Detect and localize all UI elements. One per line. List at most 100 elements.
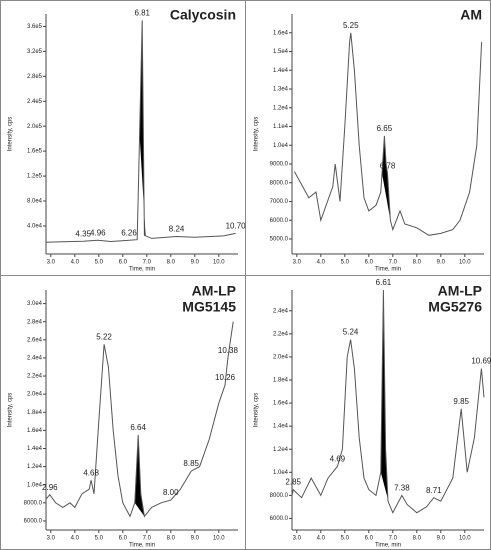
y-tick-label: 6000.0 bbox=[270, 218, 289, 224]
x-tick-label: 5.0 bbox=[341, 536, 350, 542]
y-tick-label: 2.2e4 bbox=[27, 374, 43, 380]
x-tick-label: 7.0 bbox=[389, 260, 398, 266]
y-tick-label: 9000.0 bbox=[270, 162, 289, 168]
x-tick-label: 4.0 bbox=[317, 260, 326, 266]
y-tick-label: 1.6e4 bbox=[273, 30, 289, 36]
peak-label: 8.24 bbox=[169, 225, 185, 234]
y-tick-label: 3.2e5 bbox=[27, 49, 43, 55]
peak-label: 2.96 bbox=[42, 483, 58, 492]
x-tick-label: 7.0 bbox=[143, 260, 152, 266]
y-tick-label: 1.2e5 bbox=[27, 174, 43, 180]
peak-label: 8.85 bbox=[183, 459, 199, 468]
peak-area bbox=[382, 135, 391, 221]
x-tick-label: 10.0 bbox=[213, 260, 225, 266]
peak-label: 6.26 bbox=[121, 228, 137, 237]
x-axis-label: Time, min bbox=[375, 543, 401, 549]
y-axis-label: Intensity, cps bbox=[8, 393, 14, 428]
y-tick-label: 1.8e4 bbox=[273, 378, 289, 384]
chromatogram bbox=[293, 32, 483, 236]
chromatogram bbox=[45, 321, 234, 518]
x-tick-label: 5.0 bbox=[341, 260, 350, 266]
y-tick-label: 8000.0 bbox=[270, 180, 289, 186]
chart-title: AM bbox=[460, 7, 482, 23]
x-axis-label: Time, min bbox=[129, 543, 155, 549]
y-tick-label: 1.0e4 bbox=[273, 470, 289, 476]
x-axis-label: Time, min bbox=[375, 267, 401, 273]
peak-label: 6.65 bbox=[377, 124, 393, 133]
x-tick-label: 9.0 bbox=[191, 260, 200, 266]
x-tick-label: 4.0 bbox=[71, 536, 80, 542]
peak-label: 10.69 bbox=[471, 357, 491, 366]
x-tick-label: 3.0 bbox=[47, 536, 56, 542]
x-tick-label: 7.0 bbox=[143, 536, 152, 542]
y-tick-label: 2.8e4 bbox=[27, 319, 43, 325]
y-tick-label: 1.6e4 bbox=[273, 401, 289, 407]
y-tick-label: 2.2e4 bbox=[273, 331, 289, 337]
x-tick-label: 8.0 bbox=[167, 536, 176, 542]
chart-title: Calycosin bbox=[170, 7, 236, 23]
y-tick-label: 1.2e4 bbox=[273, 105, 289, 111]
y-tick-label: 3.0e4 bbox=[27, 301, 43, 307]
x-tick-label: 3.0 bbox=[293, 536, 302, 542]
x-tick-label: 4.0 bbox=[317, 536, 326, 542]
y-tick-label: 2.4e4 bbox=[27, 356, 43, 362]
x-tick-label: 8.0 bbox=[167, 260, 176, 266]
y-axis-label: Intensity, cps bbox=[8, 117, 14, 152]
y-tick-label: 5000.0 bbox=[270, 237, 289, 243]
x-tick-label: 9.0 bbox=[437, 536, 446, 542]
y-tick-label: 1.3e4 bbox=[273, 87, 289, 93]
y-tick-label: 2.0e5 bbox=[27, 124, 43, 130]
peak-label: 8.00 bbox=[163, 488, 179, 497]
y-tick-label: 1.1e4 bbox=[273, 124, 289, 130]
y-tick-label: 1.4e4 bbox=[27, 446, 43, 452]
y-tick-label: 2.6e4 bbox=[27, 337, 43, 343]
peak-label: 10.38 bbox=[218, 346, 239, 355]
y-tick-label: 1.2e4 bbox=[273, 447, 289, 453]
chart-title: AM-LP bbox=[192, 283, 236, 299]
x-tick-label: 9.0 bbox=[437, 260, 446, 266]
x-tick-label: 6.0 bbox=[365, 260, 374, 266]
x-tick-label: 3.0 bbox=[47, 260, 56, 266]
y-tick-label: 1.5e4 bbox=[273, 49, 289, 55]
y-tick-label: 6000.0 bbox=[270, 516, 289, 522]
y-tick-label: 2.4e4 bbox=[273, 308, 289, 314]
x-tick-label: 6.0 bbox=[365, 536, 374, 542]
y-tick-label: 4.0e4 bbox=[27, 224, 43, 230]
y-tick-label: 3.6e5 bbox=[27, 24, 43, 30]
peak-label: 6.61 bbox=[376, 278, 392, 287]
x-tick-label: 8.0 bbox=[413, 260, 422, 266]
x-tick-label: 8.0 bbox=[413, 536, 422, 542]
peak-label: 4.69 bbox=[330, 455, 346, 464]
peak-label: 2.85 bbox=[285, 478, 301, 487]
y-tick-label: 1.4e4 bbox=[273, 424, 289, 430]
x-tick-label: 3.0 bbox=[293, 260, 302, 266]
x-tick-label: 5.0 bbox=[95, 260, 104, 266]
x-tick-label: 5.0 bbox=[95, 536, 104, 542]
y-tick-label: 2.4e5 bbox=[27, 99, 43, 105]
y-tick-label: 1.6e5 bbox=[27, 149, 43, 155]
peak-label: 6.64 bbox=[130, 423, 146, 432]
y-tick-label: 1.8e4 bbox=[27, 410, 43, 416]
x-tick-label: 10.0 bbox=[213, 536, 225, 542]
chart-title: AM-LP bbox=[438, 283, 482, 299]
peak-label: 7.38 bbox=[394, 483, 410, 492]
x-tick-label: 9.0 bbox=[191, 536, 200, 542]
y-tick-label: 6000.0 bbox=[24, 519, 43, 525]
peak-label: 9.85 bbox=[453, 397, 469, 406]
peak-label: 6.78 bbox=[380, 161, 396, 170]
y-tick-label: 1.0e4 bbox=[27, 482, 43, 488]
y-tick-label: 2.8e5 bbox=[27, 74, 43, 80]
peak-label: 5.25 bbox=[343, 21, 359, 30]
chart-title: MG5145 bbox=[182, 299, 236, 315]
chromatogram bbox=[291, 289, 485, 514]
peak-label: 8.71 bbox=[426, 486, 442, 495]
y-tick-label: 1.6e4 bbox=[27, 428, 43, 434]
peak-label: 4.68 bbox=[83, 468, 99, 477]
y-tick-label: 1.0e4 bbox=[273, 143, 289, 149]
x-tick-label: 10.0 bbox=[459, 536, 471, 542]
y-axis-label: Intensity, cps bbox=[254, 393, 260, 428]
x-tick-label: 4.0 bbox=[71, 260, 80, 266]
x-tick-label: 10.0 bbox=[459, 260, 471, 266]
y-tick-label: 2.0e4 bbox=[273, 355, 289, 361]
